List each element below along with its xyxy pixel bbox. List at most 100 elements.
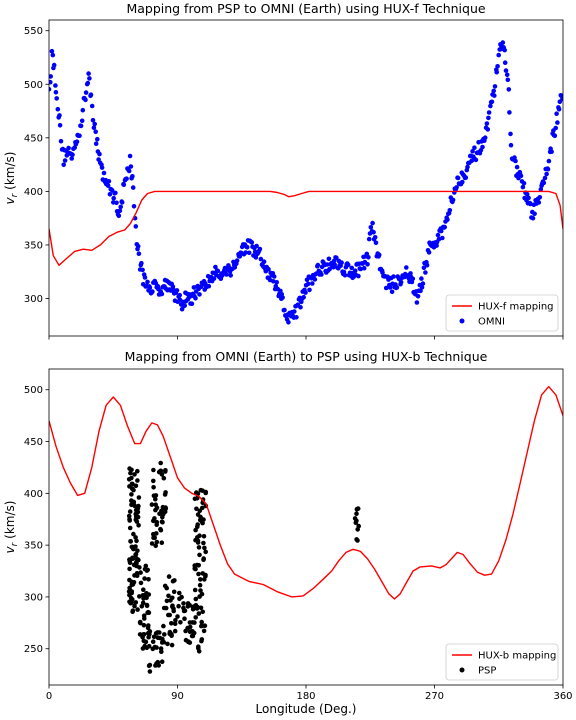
series-line — [49, 190, 563, 266]
data-point — [192, 496, 198, 502]
data-point — [465, 164, 470, 170]
data-point — [93, 129, 98, 135]
data-point — [138, 570, 143, 575]
data-point — [151, 485, 156, 490]
data-point — [201, 540, 206, 546]
data-point — [192, 587, 198, 593]
data-point — [213, 264, 218, 270]
data-point — [69, 156, 74, 161]
data-point — [389, 289, 395, 295]
data-point — [130, 609, 135, 614]
data-point — [111, 195, 116, 201]
data-point — [202, 623, 208, 628]
data-point — [165, 641, 170, 647]
data-point — [107, 192, 113, 197]
data-point — [177, 292, 182, 298]
data-point — [130, 174, 135, 179]
data-point — [380, 270, 385, 275]
data-point — [61, 162, 66, 168]
data-point — [530, 215, 536, 221]
data-point — [149, 502, 155, 507]
data-point — [254, 243, 259, 249]
legend-label: HUX-f mapping — [478, 302, 554, 313]
data-point — [460, 179, 465, 185]
data-point — [195, 522, 200, 527]
data-point — [202, 545, 207, 551]
data-point — [135, 548, 140, 553]
data-point — [420, 281, 426, 286]
data-point — [57, 123, 63, 128]
data-point — [153, 496, 158, 502]
panel-bottom-title: Mapping from OMNI (Earth) to PSP using H… — [125, 349, 488, 364]
data-point — [126, 477, 132, 482]
data-point — [513, 158, 518, 164]
data-point — [418, 288, 423, 294]
legend-marker-swatch — [459, 667, 465, 673]
data-point — [141, 613, 147, 618]
y-tick-label: 400 — [24, 187, 43, 198]
data-point — [130, 544, 135, 550]
data-point — [162, 583, 168, 589]
x-tick-label: 270 — [425, 691, 444, 702]
data-point — [502, 60, 508, 65]
data-point — [161, 639, 167, 645]
data-point — [50, 52, 56, 58]
data-point — [133, 600, 139, 605]
series-omni-points — [49, 40, 563, 325]
data-point — [187, 620, 193, 625]
data-point — [185, 601, 191, 606]
data-point — [170, 578, 176, 584]
data-point — [197, 594, 202, 599]
data-point — [106, 179, 112, 184]
data-point — [331, 258, 337, 264]
data-point — [500, 40, 506, 45]
data-point — [163, 469, 168, 474]
data-point — [455, 175, 461, 181]
data-point — [147, 669, 153, 674]
data-point — [86, 71, 91, 76]
data-point — [244, 245, 250, 250]
data-point — [128, 164, 134, 169]
data-point — [294, 315, 299, 320]
data-point — [560, 96, 563, 102]
data-point — [345, 262, 351, 268]
data-point — [92, 121, 97, 127]
data-point — [83, 90, 89, 95]
data-point — [195, 604, 200, 610]
legend-label: HUX-b mapping — [478, 651, 556, 662]
data-point — [541, 180, 547, 186]
data-point — [127, 153, 133, 159]
data-point — [157, 630, 162, 635]
data-point — [49, 86, 52, 92]
data-point — [310, 281, 315, 286]
data-point — [87, 76, 92, 81]
data-point — [157, 635, 163, 641]
data-point — [158, 460, 163, 466]
data-point — [507, 110, 512, 115]
data-point — [151, 518, 156, 524]
data-point — [133, 535, 138, 540]
data-point — [126, 589, 132, 594]
data-point — [435, 232, 441, 238]
data-point — [99, 165, 105, 170]
data-point — [442, 224, 448, 230]
data-point — [195, 540, 201, 545]
data-point — [49, 74, 53, 79]
data-point — [197, 552, 202, 558]
data-point — [524, 191, 530, 197]
data-point — [128, 539, 133, 544]
data-point — [171, 589, 177, 595]
data-point — [454, 185, 459, 190]
data-point — [249, 240, 255, 245]
data-point — [57, 113, 62, 118]
data-point — [135, 607, 140, 612]
legend-label: OMNI — [478, 317, 505, 328]
data-point — [169, 642, 175, 648]
data-point — [398, 279, 404, 285]
data-point — [494, 69, 500, 75]
data-point — [352, 268, 358, 274]
data-point — [542, 175, 548, 181]
data-point — [83, 97, 88, 103]
data-point — [140, 267, 145, 273]
